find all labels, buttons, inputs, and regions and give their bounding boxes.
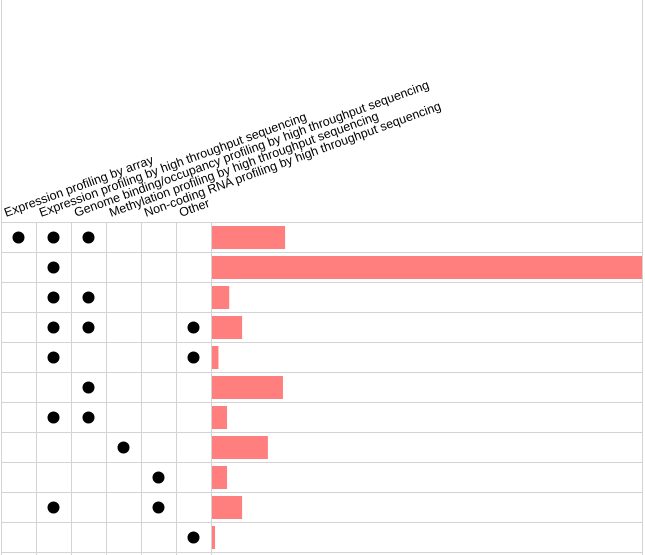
membership-dot [82, 381, 95, 394]
bar [212, 496, 243, 519]
membership-dots [12, 231, 200, 544]
bar [212, 226, 286, 249]
column-label: Genome binding/occupancy profiling by hi… [72, 78, 431, 220]
membership-dot [117, 441, 130, 454]
bar [212, 346, 219, 369]
bar [212, 316, 243, 339]
bar [212, 286, 230, 309]
membership-dot [47, 351, 60, 364]
membership-dot [12, 231, 25, 244]
membership-dot [187, 531, 200, 544]
bar [212, 376, 283, 399]
membership-dot [47, 411, 60, 424]
membership-dot [82, 291, 95, 304]
bar [212, 256, 642, 279]
column-labels: Expression profiling by arrayExpression … [2, 78, 443, 220]
bar [212, 436, 268, 459]
membership-dot [47, 261, 60, 274]
membership-dot [187, 321, 200, 334]
membership-dot [152, 501, 165, 514]
membership-dot [47, 231, 60, 244]
bar [212, 406, 228, 429]
membership-dot [82, 231, 95, 244]
membership-dot [47, 321, 60, 334]
bar [212, 466, 228, 489]
membership-dot [152, 471, 165, 484]
membership-dot [82, 411, 95, 424]
membership-dot [82, 321, 95, 334]
membership-dot [187, 351, 200, 364]
bar [212, 526, 216, 549]
membership-dot [47, 501, 60, 514]
bars [212, 226, 642, 549]
membership-dot [47, 291, 60, 304]
